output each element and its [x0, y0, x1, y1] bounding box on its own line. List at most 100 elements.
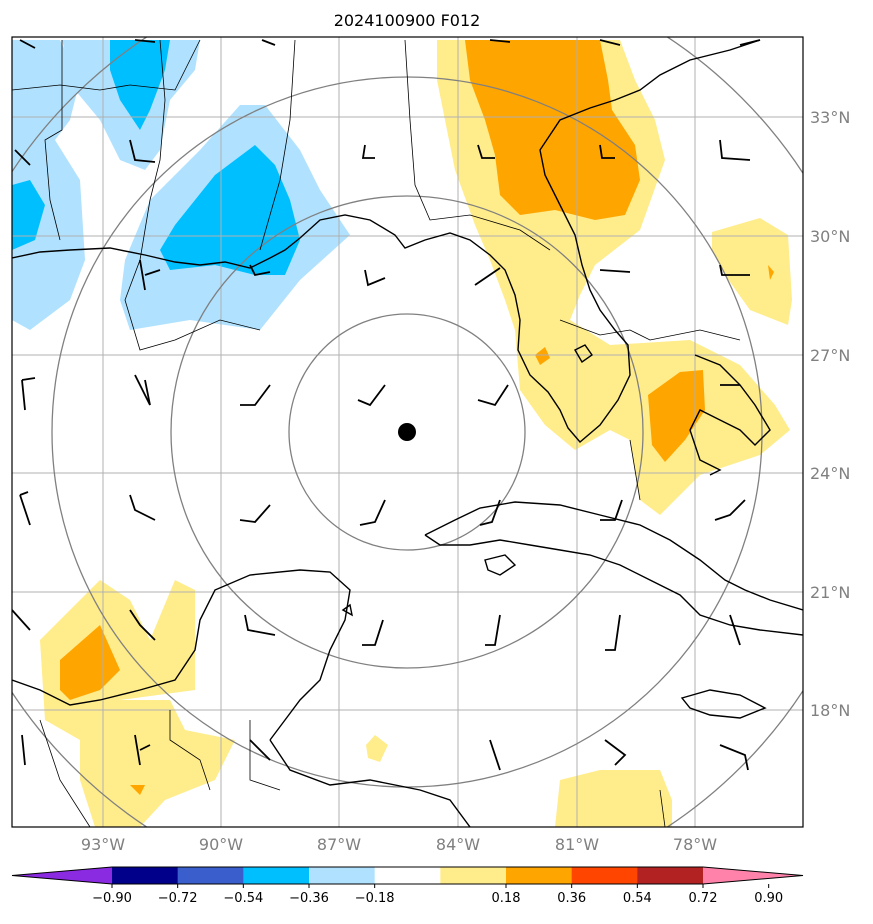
wind-barb [479, 499, 501, 526]
wind-barb [19, 491, 31, 526]
colorbar-segment [243, 867, 310, 884]
wind-barb [357, 384, 386, 407]
wind-barb [19, 39, 36, 49]
wind-barb [714, 499, 746, 521]
wind-barb [477, 144, 495, 159]
wind-barb [240, 384, 271, 406]
wind-barb [134, 374, 151, 406]
island-small-3 [341, 603, 353, 617]
wind-barb [485, 614, 501, 646]
central-america-coast [269, 739, 471, 827]
lat-label: 27°N [810, 346, 850, 365]
map-area [12, 37, 803, 827]
yellow-field-e [712, 218, 792, 325]
wind-barb [364, 269, 386, 287]
range-ring-1 [288, 313, 526, 551]
lat-label: 30°N [810, 227, 850, 246]
wind-barb [129, 609, 156, 641]
lat-label: 18°N [810, 701, 850, 720]
wind-barb [134, 39, 156, 43]
colorbar-tick-label: −0.18 [355, 891, 395, 906]
longitude-labels: 93°W 90°W 87°W 84°W 81°W 78°W [81, 835, 717, 854]
wind-barb [719, 139, 751, 161]
gulf-coast-north [12, 39, 761, 443]
wind-barb [361, 144, 375, 159]
cuba-coast [424, 501, 803, 636]
colorbar-segment [506, 867, 573, 884]
island-small-1 [484, 554, 517, 576]
wind-barb [14, 149, 31, 166]
orange-dot-2 [768, 265, 774, 280]
colorbar-tick-label: −0.72 [158, 891, 198, 906]
coastlines [12, 39, 803, 827]
lon-label: 90°W [199, 835, 243, 854]
wind-barb [129, 139, 156, 163]
wind-barb [249, 739, 271, 761]
wind-barb [261, 39, 276, 46]
wind-barb [604, 739, 627, 766]
lon-label: 78°W [673, 835, 717, 854]
island-small-2 [574, 344, 593, 364]
wind-barb [362, 619, 384, 646]
colorbar-segment [571, 867, 638, 884]
wind-barb [600, 499, 623, 521]
colorbar-tick-label: −0.54 [223, 891, 263, 906]
colorbar-extend-high [703, 867, 803, 884]
yucatan-coast [12, 569, 351, 741]
graticule [12, 37, 803, 827]
wind-barb [729, 614, 741, 646]
wind-barb [21, 734, 26, 766]
colorbar-segment [374, 867, 441, 884]
yellow-field-s [80, 700, 235, 827]
lat-label: 33°N [810, 108, 850, 127]
colorbar-tick-label: 0.18 [492, 891, 521, 906]
wind-barb [599, 144, 615, 159]
wind-barb [739, 39, 761, 46]
range-ring-2 [170, 195, 644, 669]
lat-label: 24°N [810, 464, 850, 483]
colorbar-segment [309, 867, 376, 884]
colorbar-segment [637, 867, 704, 884]
lon-label: 87°W [317, 835, 361, 854]
colorbar-segment [440, 867, 507, 884]
storm-center-dot [398, 423, 416, 441]
latitude-labels: 33°N 30°N 27°N 24°N 21°N 18°N [810, 108, 850, 720]
wind-barb [474, 267, 501, 286]
wind-barb [477, 384, 509, 407]
colorbar-tick-label: 0.54 [623, 891, 652, 906]
wind-barb [12, 609, 31, 631]
blue-field-c [160, 145, 300, 275]
wind-barb [244, 614, 276, 636]
wind-barb [249, 264, 271, 277]
figure-title: 2024100900 F012 [334, 11, 481, 30]
yellow-field-se [555, 770, 672, 827]
orange-field-e [648, 370, 705, 462]
colorbar-extend-low [12, 867, 112, 884]
orange-field-sw [60, 625, 120, 700]
positive-anomaly-fields [40, 40, 792, 827]
lat-label: 21°N [810, 583, 850, 602]
jamaica-coast [680, 689, 767, 719]
wind-barb [489, 739, 501, 771]
orange-dot-3 [130, 785, 145, 795]
wind-barbs [12, 39, 761, 771]
colorbar-tick-label: 0.36 [557, 891, 586, 906]
orange-dot-1 [535, 347, 550, 365]
colorbar-segment [177, 867, 244, 884]
blue-field-n [110, 40, 170, 130]
lon-label: 93°W [81, 835, 125, 854]
wind-barb [139, 259, 161, 291]
lon-label: 84°W [436, 835, 480, 854]
wind-barb [719, 744, 749, 771]
yellow-field-sw [40, 580, 195, 740]
wind-barb [239, 504, 271, 523]
colorbar-tick-label: 0.90 [754, 891, 783, 906]
colorbar-tick-label: −0.90 [92, 891, 132, 906]
colorbar-segment [112, 867, 179, 884]
wind-barb [21, 377, 36, 411]
lon-label: 81°W [555, 835, 599, 854]
map-frame [11, 36, 804, 828]
wind-barb [489, 39, 511, 43]
blue-field-w [12, 180, 45, 250]
